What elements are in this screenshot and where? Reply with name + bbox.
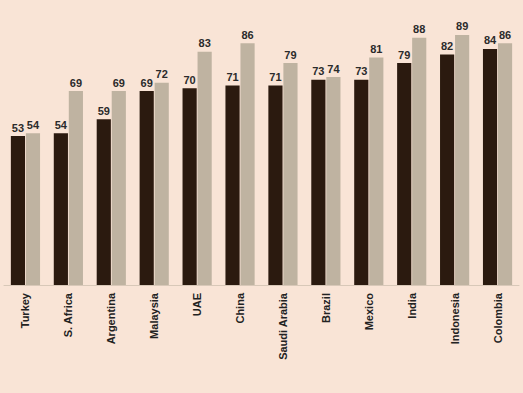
svg-text:UAE: UAE bbox=[191, 293, 203, 316]
svg-text:81: 81 bbox=[370, 43, 382, 55]
svg-text:S. Africa: S. Africa bbox=[62, 292, 74, 337]
svg-text:China: China bbox=[234, 292, 246, 323]
svg-text:71: 71 bbox=[226, 71, 238, 83]
svg-text:79: 79 bbox=[284, 49, 296, 61]
svg-text:Brazil: Brazil bbox=[320, 293, 332, 323]
svg-text:74: 74 bbox=[327, 63, 340, 75]
svg-text:88: 88 bbox=[413, 23, 425, 35]
svg-text:54: 54 bbox=[27, 119, 40, 131]
svg-text:84: 84 bbox=[484, 34, 497, 46]
svg-text:69: 69 bbox=[141, 77, 153, 89]
svg-text:India: India bbox=[406, 292, 418, 319]
svg-text:53: 53 bbox=[12, 122, 24, 134]
svg-text:82: 82 bbox=[441, 40, 453, 52]
svg-text:Colombia: Colombia bbox=[492, 292, 504, 343]
svg-text:Indonesia: Indonesia bbox=[449, 292, 461, 344]
svg-text:71: 71 bbox=[269, 71, 281, 83]
svg-text:Turkey: Turkey bbox=[19, 292, 31, 328]
svg-text:83: 83 bbox=[199, 37, 211, 49]
svg-text:69: 69 bbox=[70, 77, 82, 89]
svg-text:79: 79 bbox=[398, 49, 410, 61]
svg-text:Mexico: Mexico bbox=[363, 293, 375, 331]
svg-text:59: 59 bbox=[98, 105, 110, 117]
svg-text:69: 69 bbox=[113, 77, 125, 89]
svg-text:86: 86 bbox=[499, 29, 511, 41]
svg-text:Saudi Arabia: Saudi Arabia bbox=[277, 292, 289, 360]
svg-text:89: 89 bbox=[456, 20, 468, 32]
svg-text:86: 86 bbox=[241, 29, 253, 41]
svg-text:54: 54 bbox=[55, 119, 68, 131]
svg-text:70: 70 bbox=[183, 74, 195, 86]
svg-text:73: 73 bbox=[355, 65, 367, 77]
svg-text:73: 73 bbox=[312, 65, 324, 77]
svg-text:72: 72 bbox=[156, 68, 168, 80]
svg-text:Malaysia: Malaysia bbox=[148, 292, 160, 339]
svg-text:Argentina: Argentina bbox=[105, 292, 117, 344]
